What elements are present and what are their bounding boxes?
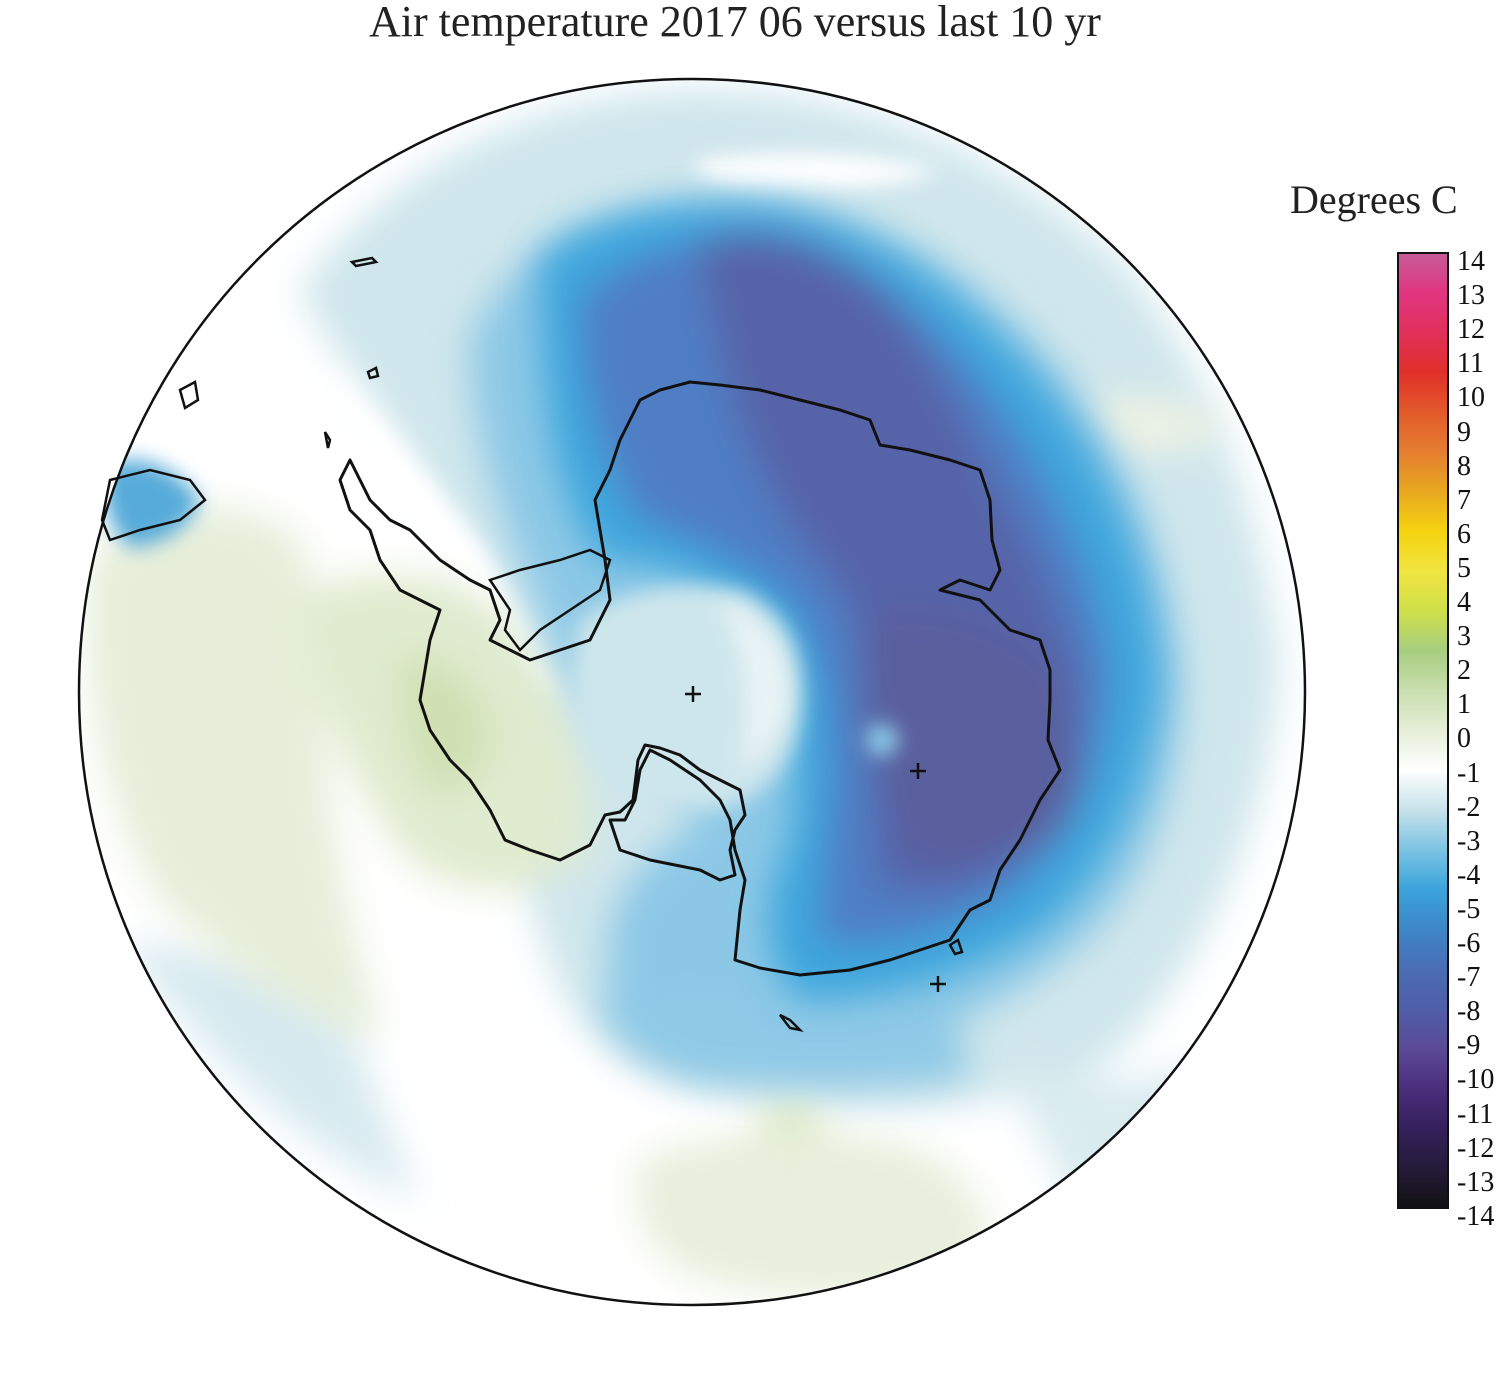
temperature-anomaly-field xyxy=(79,79,1305,1305)
colorbar-tick-label: 12 xyxy=(1457,314,1485,346)
colorbar-tick-label: 11 xyxy=(1457,348,1484,380)
colorbar-tick-label: -4 xyxy=(1457,859,1481,891)
colorbar-tick-label: -1 xyxy=(1457,757,1481,789)
colorbar-tick-label: 14 xyxy=(1457,246,1485,277)
colorbar xyxy=(1397,252,1449,1209)
anomaly-band-pole xyxy=(573,586,898,810)
ice-shelf-outline xyxy=(488,548,612,652)
map-title: Air temperature 2017 06 versus last 10 y… xyxy=(369,0,1101,46)
colorbar-tick-label: -5 xyxy=(1457,893,1481,925)
colorbar-tick-label: -9 xyxy=(1457,1030,1481,1062)
colorbar-tick-label: 3 xyxy=(1457,621,1471,653)
colorbar-tick-label: 9 xyxy=(1457,416,1471,448)
colorbar-tick-label: 10 xyxy=(1457,382,1485,414)
colorbar-tick-label: -2 xyxy=(1457,791,1481,823)
colorbar-tick-label: 6 xyxy=(1457,518,1471,550)
plus-marker xyxy=(685,686,701,702)
colorbar-tick-label: -12 xyxy=(1457,1132,1495,1164)
colorbar-tick-label: 8 xyxy=(1457,450,1471,482)
map-boundary-circle xyxy=(77,77,1307,1307)
colorbar-tick-label: 2 xyxy=(1457,655,1471,687)
colorbar-tick-label: -3 xyxy=(1457,825,1481,857)
colorbar-tick-label: 0 xyxy=(1457,723,1471,755)
anomaly-band-west-cold xyxy=(103,459,200,548)
colorbar-tick-label: 7 xyxy=(1457,484,1471,516)
colorbar-tick-label: 5 xyxy=(1457,552,1471,584)
colorbar-tick-label: 13 xyxy=(1457,280,1485,312)
colorbar-tick-label: -10 xyxy=(1457,1064,1495,1096)
colorbar-tick-label: -11 xyxy=(1457,1098,1494,1130)
colorbar-tick-label: -8 xyxy=(1457,996,1481,1028)
colorbar-tick-label: -6 xyxy=(1457,928,1481,959)
colorbar-tick-label: 1 xyxy=(1457,689,1471,721)
antarctica-coastline xyxy=(338,380,1062,977)
plus-marker xyxy=(930,976,946,992)
colorbar-fill xyxy=(1397,252,1449,1209)
island-outlines xyxy=(100,256,964,1033)
colorbar-tick-label: -7 xyxy=(1457,962,1481,994)
colorbar-tick-label: -14 xyxy=(1457,1200,1495,1232)
colorbar-units-label: Degrees C xyxy=(1290,177,1458,222)
colorbar-tick-label: -13 xyxy=(1457,1166,1495,1198)
anomaly-band-cold xyxy=(540,206,1160,1000)
colorbar-tick-label: 4 xyxy=(1457,587,1471,618)
polar-map xyxy=(77,77,1307,1307)
plus-marker xyxy=(910,763,926,779)
